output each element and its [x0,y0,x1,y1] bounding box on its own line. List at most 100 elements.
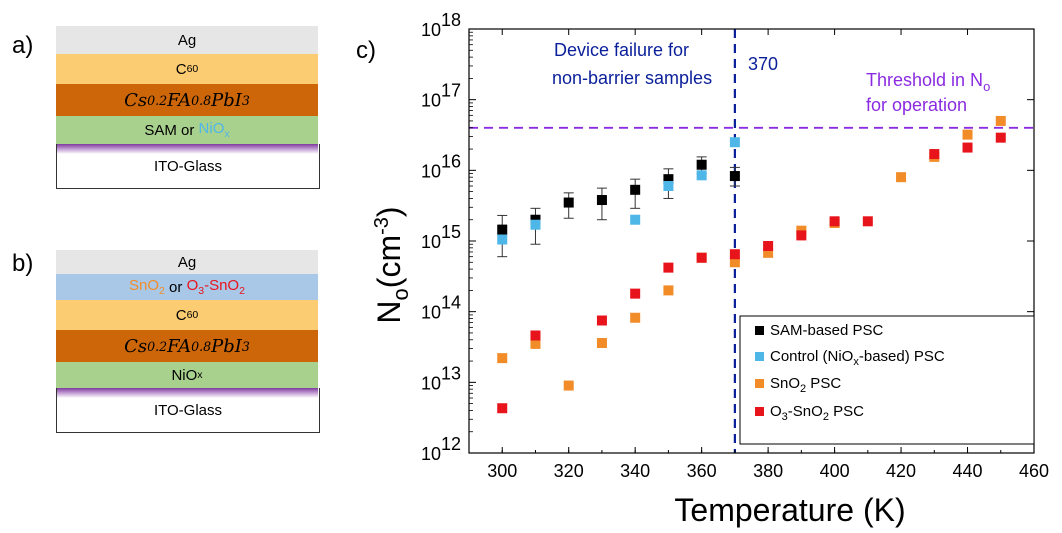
data-point [497,353,508,364]
legend: SAM-based PSC Control (NiOx-based) PSC S… [739,315,1035,445]
data-point [530,338,541,349]
data-point [530,330,541,341]
data-point [729,137,740,148]
data-point [596,195,607,206]
y-tick-exponent: 15 [441,222,461,242]
panel-b-layer-stack: Ag SnO2 or O3-SnO2 C 60 Cs 0.2 FA 0.8 PbI 3 Ni… [56,250,320,436]
threshold-annotation-line1: Threshold in No [866,70,990,94]
y-tick-label: 10 [421,232,441,252]
layer-ag: Ag [56,26,318,54]
data-point [696,252,707,263]
panel-a-layer-stack: Ag C 60 Cs 0.2 FA 0.8 PbI 3 SAM or NiOx ITO-Gl… [56,26,320,190]
y-tick-label: 10 [421,303,441,323]
data-point [796,230,807,241]
legend-label-sam: SAM-based PSC [770,322,884,339]
data-point [829,216,840,227]
data-point [530,219,541,230]
data-point [663,181,674,192]
x-tick-label: 300 [487,461,517,481]
device-failure-annotation-line2: non-barrier samples [552,68,712,88]
data-point [630,312,641,323]
data-point [962,129,973,140]
legend-label-control: Control (NiOx-based) PSC [770,348,945,368]
y-tick-exponent: 13 [441,363,461,383]
data-point [962,142,973,153]
data-point [729,171,740,182]
data-point [729,257,740,268]
data-point [630,288,641,299]
vline-label: 370 [748,54,778,74]
data-point [630,214,641,225]
data-point [696,170,707,181]
legend-label-o3-sno2: O3-SnO2 PSC [770,403,864,423]
x-axis-title: Temperature (K) [674,492,905,528]
data-point [995,132,1006,143]
legend-swatch-sno2 [755,379,764,388]
panel-c-letter: c) [356,37,376,64]
threshold-annotation-line2: for operation [866,95,967,115]
data-point [497,403,508,414]
y-tick-exponent: 12 [441,434,461,454]
panel-a-letter: a) [12,32,34,59]
x-tick-label: 440 [953,461,983,481]
layer-perovskite: Cs 0.2 FA 0.8 PbI 3 [56,84,318,116]
data-point [663,262,674,273]
layer-ag: Ag [56,250,318,274]
layer-perovskite: Cs 0.2 FA 0.8 PbI 3 [56,330,318,362]
data-point [596,338,607,349]
layer-sno2-or-o3-sno2: SnO2 or O3-SnO2 [56,274,318,300]
layer-niox: NiO x [56,362,318,388]
x-tick-label: 380 [753,461,783,481]
layer-ito-glass: ITO-Glass [56,144,320,189]
plot-area [469,29,1034,453]
legend-label-sno2: SnO2 PSC [770,375,841,395]
x-tick-label: 340 [620,461,650,481]
data-point [497,224,508,235]
layer-interface-gradient [56,144,318,154]
y-tick-label: 10 [421,161,441,181]
data-point [729,249,740,260]
data-point [929,149,940,160]
y-tick-exponent: 18 [441,10,461,30]
data-point [696,159,707,170]
layer-ito-glass: ITO-Glass [56,388,320,433]
y-tick-label: 10 [421,91,441,111]
layer-sam-or-niox: SAM or NiOx [56,116,318,144]
data-point [630,184,641,195]
legend-swatch-o3-sno2 [755,407,764,416]
data-point [763,247,774,258]
device-failure-annotation-line1: Device failure for [554,40,689,60]
layer-c60: C 60 [56,300,318,330]
data-point [596,315,607,326]
data-point [862,216,873,227]
y-tick-label: 10 [421,444,441,464]
layer-interface-gradient [56,388,318,398]
y-tick-label: 10 [421,373,441,393]
y-tick-label: 10 [421,20,441,40]
x-tick-label: 400 [820,461,850,481]
data-point [896,172,907,183]
data-point [563,380,574,391]
y-tick-exponent: 17 [441,81,461,101]
y-tick-exponent: 16 [441,151,461,171]
x-tick-label: 420 [886,461,916,481]
data-point [563,197,574,208]
x-tick-label: 320 [554,461,584,481]
data-point [995,115,1006,126]
legend-swatch-sam [755,326,764,335]
legend-swatch-control [755,352,764,361]
y-axis-title: No(cm-3) [371,206,413,323]
x-tick-label: 360 [687,461,717,481]
legend-frame [739,315,1035,445]
x-tick-label: 460 [1019,461,1049,481]
panel-b-letter: b) [12,250,34,277]
data-point [763,240,774,251]
data-markers [497,115,1006,414]
layer-c60: C 60 [56,54,318,84]
data-point [663,174,674,185]
data-point [497,234,508,245]
y-tick-exponent: 14 [441,293,461,313]
data-point [663,285,674,296]
